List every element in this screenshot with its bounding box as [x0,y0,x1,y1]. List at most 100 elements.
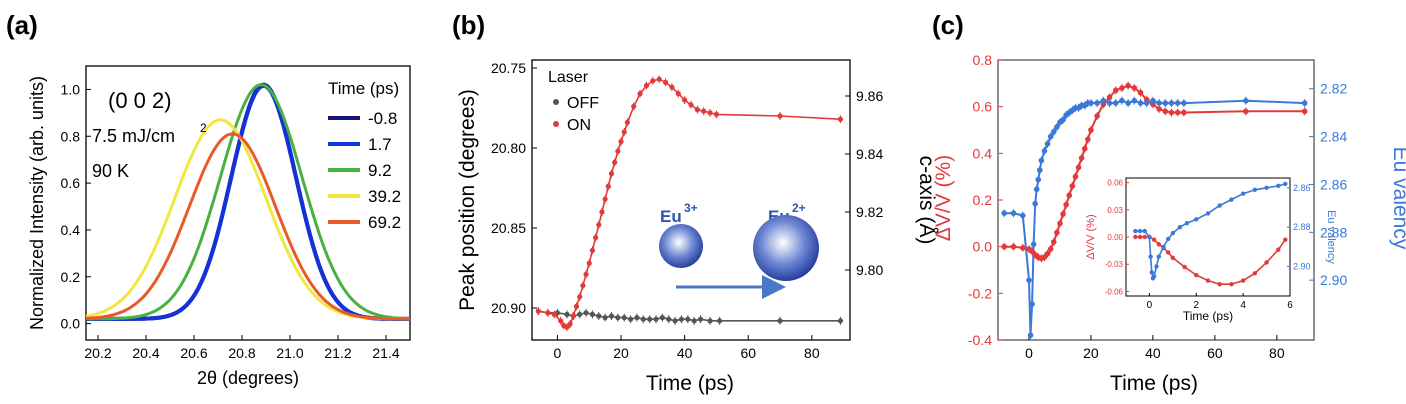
inset-x-tick-label: 6 [1287,300,1293,311]
inset-y2-tick-label: 2.86 [1293,183,1311,193]
data-point-OFF [583,310,589,316]
data-point-dvv [1174,109,1181,116]
x-tick-label: 20.2 [84,345,111,361]
data-point-OFF [615,315,621,321]
inset-data-point-dvv [1283,237,1288,242]
data-point-dvv [1088,127,1094,133]
data-point-valency [1301,100,1308,106]
inset-data-point-valency [1217,203,1222,208]
data-point-ON [599,209,605,215]
data-point-OFF [691,318,697,324]
data-point-valency [1060,117,1066,123]
data-point-dvv [1119,85,1125,91]
data-point-ON [551,311,557,317]
data-point-ON [615,148,621,154]
data-point-valency [1137,100,1144,106]
data-point-valency [1119,97,1125,104]
data-point-dvv [1301,108,1308,115]
data-point-OFF [627,316,634,322]
panel-b-points [535,75,844,332]
inset-data-point-dvv [1182,264,1187,270]
data-point-valency [1010,210,1017,216]
y2-tick-label: 2.88 [1320,224,1347,240]
data-point-ON [669,84,675,90]
inset-data-point-valency [1137,228,1143,234]
data-point-dvv [1044,250,1051,257]
data-point-ON [612,159,618,165]
panel-a-x-axis-label: 2θ (degrees) [197,368,299,388]
data-point-valency [1131,97,1138,104]
y-tick-label: 20.90 [491,300,526,316]
data-point-valency [1106,100,1113,106]
data-point-valency [1026,277,1032,283]
x-tick-label: 21.2 [324,345,351,361]
inset-data-point-dvv [1133,234,1138,240]
eu3-label: Eu [660,207,682,226]
data-point-dvv [1047,246,1054,252]
data-point-valency [1047,133,1054,140]
data-point-ON [837,116,844,122]
inset-x-tick-label: 0 [1147,300,1153,311]
data-point-valency [1174,100,1181,106]
legend-label: 9.2 [368,161,392,180]
data-point-ON [608,171,615,177]
x-tick-label: 0 [554,345,562,361]
inset-x-ticks: 0 2 4 6 [1147,293,1293,311]
inset-y-tick-label: 0.03 [1107,206,1123,215]
inset-data-point-dvv [1194,272,1199,278]
data-point-OFF [685,316,691,322]
inset-data-point-dvv [1229,282,1234,287]
panel-c-x-axis-label: Time (ps) [1110,372,1198,395]
y2-tick-label: 9.84 [856,146,883,162]
data-point-valency [1029,301,1035,307]
data-point-dvv [1168,109,1175,116]
panel-b-x-ticks: 0 20 40 60 80 [554,335,820,361]
y-tick-label: 0.0 [973,239,993,255]
inset-y-ticks: -0.06 -0.03 0.00 0.03 0.06 [1105,179,1129,296]
legend-off-label: OFF [567,95,599,112]
data-point-valency [1032,200,1038,207]
inset-x-axis-label: Time (ps) [1183,309,1233,323]
data-point-dvv [1054,229,1060,236]
inset-data-point-dvv [1170,255,1176,261]
data-point-dvv [1125,82,1131,89]
data-point-ON [621,129,627,135]
y-tick-label: 0.4 [973,145,993,161]
panel-c-y-axis-label: ΔV/V (%) [932,155,955,241]
panel-c-y2-axis-label: Eu valency [1389,147,1406,250]
y-tick-label: 0.2 [973,192,993,208]
data-point-dvv [1069,183,1076,189]
panel-a-lines [85,82,410,321]
panel-b-y2-axis-label: c-axis (Å) [915,156,938,245]
panel-c: (c) 0 20 40 60 80 -0.4-0.20.00.20.40.60.8 2.… [932,10,1406,395]
y-tick-label: 0.6 [61,175,81,191]
x-tick-label: 20 [1083,345,1099,361]
data-point-dvv [1057,220,1063,227]
panel-c-x-ticks: 0 20 40 60 80 [1025,335,1285,361]
data-point-ON [694,107,700,113]
data-point-OFF [653,316,659,322]
x-tick-label: 80 [804,345,820,361]
inset-data-point-valency [1276,183,1281,189]
data-point-valency [1100,97,1107,104]
legend-label: 39.2 [368,187,401,206]
data-point-ON [593,235,599,241]
data-point-OFF [707,318,713,324]
data-point-ON [535,308,541,314]
data-point-OFF [577,311,583,317]
panel-c-y2-ticks: 2.82 2.84 2.86 2.88 2.90 [1309,81,1347,288]
inset-data-point-dvv [1137,234,1143,240]
y2-tick-label: 2.82 [1320,81,1347,97]
inset-data-point-valency [1161,244,1166,250]
y2-tick-label: 2.84 [1320,129,1347,145]
data-point-dvv [1162,108,1169,115]
x-tick-label: 21.0 [276,345,303,361]
data-point-valency [1019,212,1026,219]
x-tick-label: 0 [1025,345,1033,361]
data-point-ON [605,183,611,189]
data-point-valency [1150,97,1156,104]
y-tick-label: 0.4 [61,222,81,238]
data-point-valency [1030,241,1037,248]
data-point-ON [564,324,570,330]
